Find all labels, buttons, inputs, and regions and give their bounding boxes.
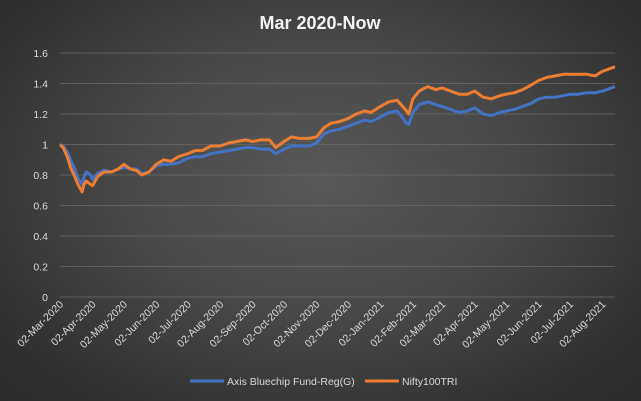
y-tick-label: 1 bbox=[42, 140, 48, 152]
series-lines bbox=[58, 65, 616, 194]
series-line-axis-bluechip-fund-reg-g bbox=[59, 85, 616, 186]
y-tick-label: 0 bbox=[42, 292, 48, 304]
y-tick-label: 1.6 bbox=[33, 48, 48, 60]
y-tick-label: 0.2 bbox=[33, 262, 48, 274]
y-tick-label: 1.2 bbox=[33, 109, 48, 121]
y-tick-label: 0.4 bbox=[33, 231, 48, 243]
y-axis-ticks: 0 0.2 0.4 0.6 0.8 1 1.2 1.4 1.6 bbox=[33, 48, 48, 304]
x-axis-ticks: 02-Mar-202002-Apr-202002-May-202002-Jun-… bbox=[15, 299, 609, 351]
chart-title: Mar 2020-Now bbox=[259, 13, 381, 33]
gridlines bbox=[60, 52, 615, 298]
legend: Axis Bluechip Fund-Reg(G) Nifty100TRI bbox=[190, 376, 457, 388]
y-tick-label: 1.4 bbox=[33, 79, 48, 91]
y-tick-label: 0.8 bbox=[33, 170, 48, 182]
series-line-nifty100tri bbox=[58, 65, 616, 194]
legend-label-axis-bluechip: Axis Bluechip Fund-Reg(G) bbox=[227, 376, 355, 388]
y-tick-label: 0.6 bbox=[33, 201, 48, 213]
legend-label-nifty100tri: Nifty100TRI bbox=[402, 376, 457, 388]
